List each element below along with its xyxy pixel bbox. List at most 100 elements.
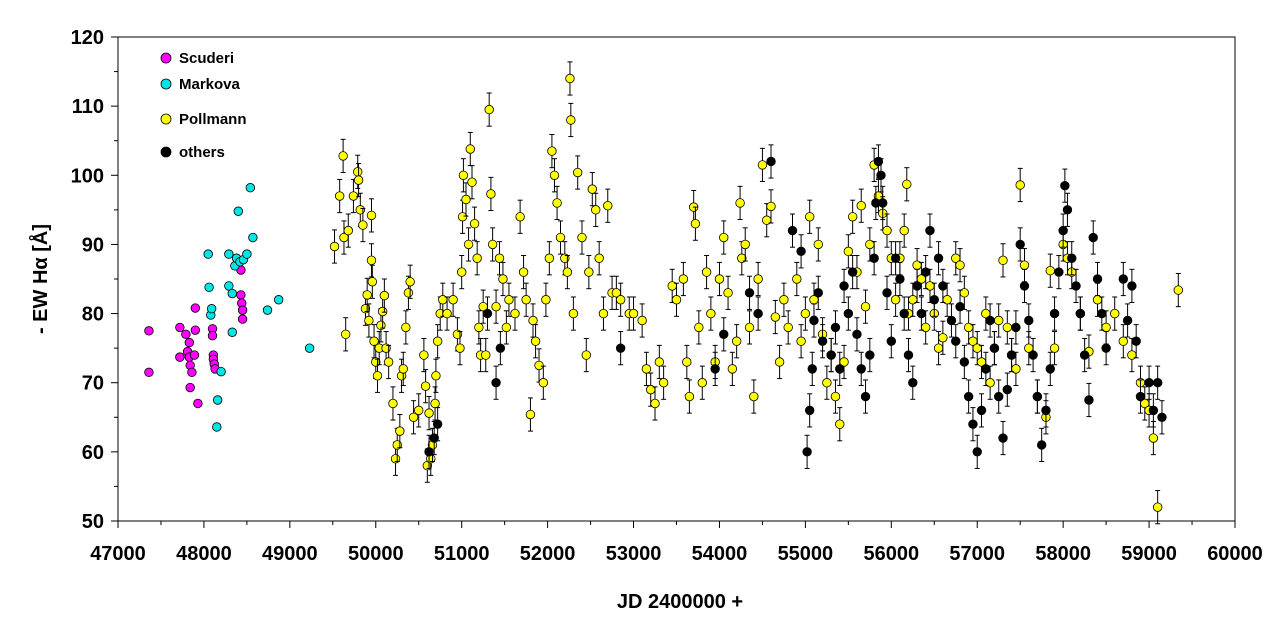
pollmann-point [510,308,520,319]
pollmann-point [1045,266,1055,276]
pollmann-point [641,364,652,374]
markova-point [224,281,234,291]
pollmann-point [731,336,742,346]
x-axis-title: JD 2400000 + [617,591,743,613]
x-tick-label: 58000 [1035,543,1091,565]
others-point [429,433,439,443]
pollmann-point [405,277,415,287]
markova-point [248,232,258,243]
pollmann-point [467,177,477,187]
markova-point [245,183,256,193]
legend-label-others: others [179,144,225,161]
pollmann-point [735,198,745,208]
others-point [963,391,974,402]
others-point [852,329,862,340]
scuderi-point [193,398,203,409]
pollmann-point [538,378,549,388]
others-point [1019,281,1030,291]
others-point [878,198,888,208]
pollmann-point [899,225,909,236]
y-tick-label: 100 [71,165,104,187]
pollmann-point [461,194,471,205]
pollmann-point [800,308,811,319]
pollmann-point [856,201,866,211]
others-point [886,336,897,346]
pollmann-point [774,357,785,367]
plot-area-frame [117,36,1236,522]
others-point [1071,281,1081,291]
pollmann-point [727,364,738,374]
others-point [1024,315,1034,326]
pollmann-point [487,239,498,250]
pollmann-point [830,391,841,402]
x-tick-label: 59000 [1121,543,1177,565]
scuderi-point [190,325,201,335]
pollmann-point [779,295,789,305]
pollmann-point [737,253,747,263]
legend-label-scuderi: Scuderi [179,50,234,67]
pollmann-point [994,315,1004,326]
pollmann-point [329,241,340,252]
pollmann-point [766,201,776,212]
others-point [1131,336,1141,346]
pollmann-point [835,419,845,429]
pollmann-point [395,426,405,436]
others-point [1157,412,1167,422]
others-point [1036,440,1047,450]
others-point [1054,267,1064,277]
x-tick-label: 52000 [520,543,576,565]
x-tick-label: 57000 [949,543,1005,565]
scuderi-point [144,326,154,336]
y-tick-label: 60 [82,442,104,464]
others-point [839,281,849,291]
y-tick-label: 110 [72,96,104,118]
pollmann-point [362,290,372,300]
pollmann-point [1148,433,1159,443]
scuderi-point [181,329,191,340]
others-point [998,433,1008,443]
others-point [860,391,871,402]
others-point [994,391,1004,402]
scuderi-point [175,352,185,362]
others-point [946,315,957,326]
others-point [1152,378,1163,388]
pollmann-point [572,167,583,178]
markova-point [212,422,222,432]
pollmann-point [847,212,858,222]
pollmann-point [1019,260,1030,270]
pollmann-point [364,315,374,326]
others-point [1032,391,1043,402]
others-point [981,364,991,374]
x-tick-label: 56000 [863,543,919,565]
others-point [972,447,982,457]
others-point [1015,239,1025,250]
others-point [1084,395,1094,405]
others-point [787,225,798,236]
pollmann-point [458,170,469,180]
pollmann-point [671,295,682,305]
others-point [766,156,776,167]
others-point [976,405,987,416]
others-point [432,419,443,429]
pollmann-point [1049,343,1060,353]
others-point [955,301,965,312]
pollmann-point [419,350,429,360]
others-point [1122,315,1133,326]
others-point [1041,405,1051,416]
pollmann-point [615,295,626,305]
pollmann-point [518,267,529,277]
others-point [1006,350,1017,360]
pollmann-point [690,218,701,229]
pollmann-point [860,301,871,312]
others-point [835,364,845,374]
others-point [856,364,866,374]
others-point [1127,281,1137,291]
legend-marker-pollmann [160,113,172,125]
others-point [1101,343,1111,353]
others-point [830,322,841,333]
pollmann-point [525,409,536,420]
pollmann-point [469,218,480,229]
pollmann-point [719,232,729,243]
others-point [719,329,729,340]
pollmann-point [678,274,689,284]
